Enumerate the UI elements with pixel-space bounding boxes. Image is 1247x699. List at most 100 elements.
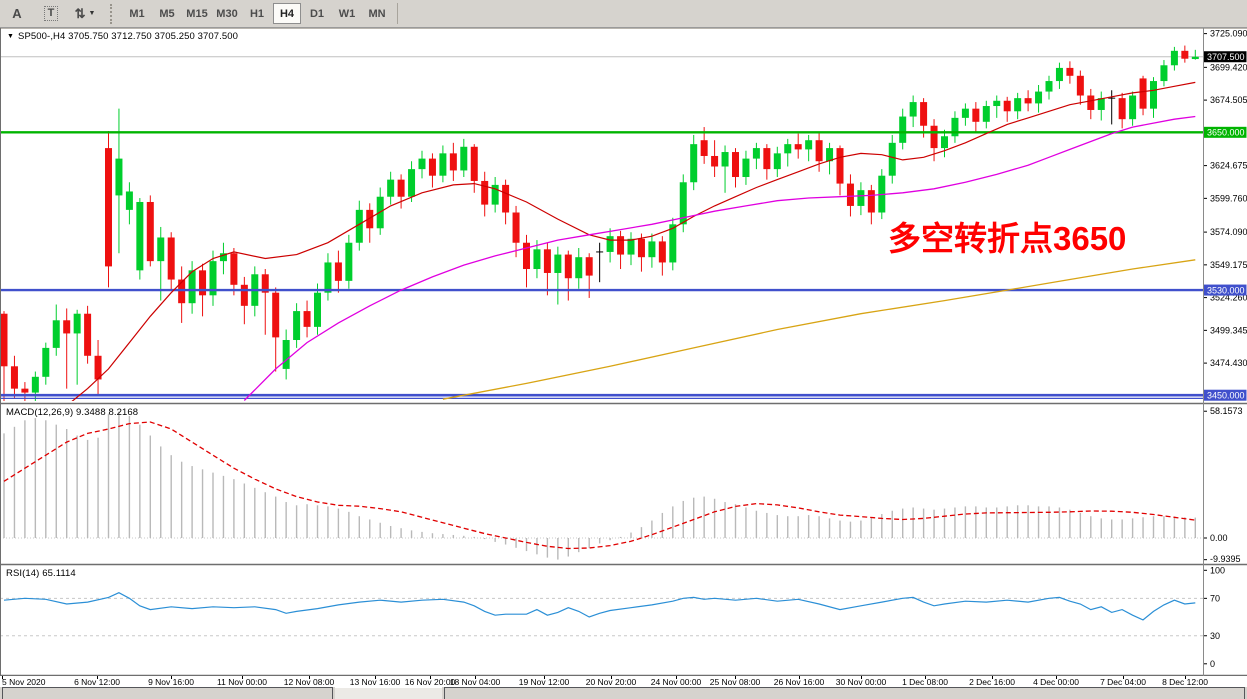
svg-text:3674.505: 3674.505 — [1210, 95, 1247, 105]
chart-tab-2[interactable] — [444, 687, 1245, 699]
symbol-ohlc-title: ▼ SP500-,H4 3705.750 3712.750 3705.250 37… — [7, 31, 238, 42]
timeframe-button-H4[interactable]: H4 — [273, 3, 301, 24]
macd-values: 9.3488 8.2168 — [76, 407, 139, 418]
time-label: 7 Dec 04:00 — [1100, 677, 1146, 687]
time-tick — [1056, 676, 1057, 679]
timeframe-button-M15[interactable]: M15 — [186, 7, 208, 20]
rsi-label: RSI(14) — [6, 568, 40, 579]
time-label: 2 Dec 16:00 — [969, 677, 1015, 687]
time-tick — [735, 676, 736, 679]
time-tick — [171, 676, 172, 679]
time-label: 9 Nov 16:00 — [148, 677, 194, 687]
macd-label: MACD(12,26,9) — [6, 407, 74, 418]
svg-text:3624.675: 3624.675 — [1210, 161, 1247, 171]
time-tick — [544, 676, 545, 679]
price-axis: 3725.090 3699.420 3674.505 3624.675 3599.760… — [1203, 29, 1247, 401]
svg-text:3530.000: 3530.000 — [1207, 285, 1245, 295]
ma-slow-orange — [442, 259, 1196, 400]
time-label: 6 Nov 12:00 — [74, 677, 120, 687]
rsi-indicator-label: RSI(14) 65.1114 — [6, 568, 76, 579]
time-label: 11 Nov 00:00 — [217, 677, 267, 687]
macd-pane — [0, 411, 1203, 560]
candles-group — [0, 45, 1199, 401]
arrows-tool-button[interactable]: ⇅ ▼ — [74, 5, 96, 21]
time-tick — [97, 676, 98, 679]
time-tick — [861, 676, 862, 679]
price-badge — [1203, 126, 1247, 138]
svg-text:3524.260: 3524.260 — [1210, 293, 1247, 303]
svg-text:3450.000: 3450.000 — [1207, 390, 1245, 400]
time-tick — [799, 676, 800, 679]
ma-mid-magenta — [243, 115, 1196, 401]
time-label: 13 Nov 16:00 — [349, 677, 401, 687]
time-label: 20 Nov 20:00 — [585, 677, 637, 687]
timeframe-button-M1[interactable]: M1 — [129, 7, 145, 20]
timeframe-button-MN[interactable]: MN — [368, 7, 386, 20]
time-label: 18 Nov 04:00 — [449, 677, 501, 687]
timeframe-button-M30[interactable]: M30 — [216, 7, 238, 20]
macd-axis: 58.1573 0.00 -9.9395 — [1203, 406, 1243, 564]
time-tick — [309, 676, 310, 679]
timeframe-button-H1[interactable]: H1 — [249, 7, 265, 20]
time-axis[interactable]: 5 Nov 2020 6 Nov 12:00 9 Nov 16:00 11 Nov 0… — [0, 676, 1247, 687]
bottom-tab-strip — [0, 687, 1247, 699]
svg-text:3499.345: 3499.345 — [1210, 325, 1247, 335]
time-tick — [1123, 676, 1124, 679]
time-label: 16 Nov 20:00 — [404, 677, 456, 687]
time-label: 30 Nov 00:00 — [835, 677, 887, 687]
macd-indicator-label: MACD(12,26,9) 9.3488 8.2168 — [6, 407, 138, 418]
timeframe-button-W1[interactable]: W1 — [338, 7, 356, 20]
main-price-pane: 多空转折点3650 — [0, 45, 1203, 401]
time-tick — [1185, 676, 1186, 679]
time-label: 5 Nov 2020 — [2, 677, 46, 687]
collapse-triangle-icon[interactable]: ▼ — [7, 33, 15, 40]
time-label: 24 Nov 00:00 — [650, 677, 702, 687]
time-tick — [430, 676, 431, 679]
time-label: 25 Nov 08:00 — [709, 677, 761, 687]
rsi-axis: 100 70 30 0 — [1203, 565, 1225, 669]
ma-fast-red — [71, 81, 1196, 401]
dropdown-caret-icon: ▼ — [88, 10, 96, 17]
time-tick — [2, 676, 3, 679]
svg-text:58.1573: 58.1573 — [1210, 406, 1243, 416]
price-badge — [1203, 389, 1247, 401]
price-badge — [1203, 284, 1247, 296]
svg-text:30: 30 — [1210, 631, 1220, 641]
time-tick — [475, 676, 476, 679]
symbol-title-text: SP500-,H4 3705.750 3712.750 3705.250 370… — [18, 31, 239, 42]
time-tick — [992, 676, 993, 679]
toolbar-separator — [397, 3, 398, 24]
timeframe-button-D1[interactable]: D1 — [309, 7, 325, 20]
time-label: 12 Nov 08:00 — [283, 677, 335, 687]
svg-text:3574.090: 3574.090 — [1210, 227, 1247, 237]
svg-text:70: 70 — [1210, 593, 1220, 603]
toolbar-grip[interactable] — [110, 3, 116, 24]
chart-tab-1[interactable] — [2, 687, 333, 699]
chart-canvas[interactable]: 多空转折点3650 3725.090 3699.420 3674.505 3624.67… — [0, 28, 1247, 676]
time-label: 26 Nov 16:00 — [773, 677, 825, 687]
annotation-text: 多空转折点3650 — [888, 220, 1126, 257]
timeframe-button-M5[interactable]: M5 — [159, 7, 175, 20]
text-tool-button[interactable]: T — [35, 4, 67, 24]
time-label: 19 Nov 12:00 — [518, 677, 570, 687]
svg-text:3699.420: 3699.420 — [1210, 62, 1247, 72]
svg-text:100: 100 — [1210, 565, 1225, 575]
time-tick — [375, 676, 376, 679]
svg-text:3707.500: 3707.500 — [1207, 52, 1245, 62]
cursor-a-button[interactable]: A — [12, 6, 22, 21]
svg-text:0: 0 — [1210, 659, 1215, 669]
time-label: 1 Dec 08:00 — [902, 677, 948, 687]
time-label: 8 Dec 12:00 — [1162, 677, 1208, 687]
svg-text:3650.000: 3650.000 — [1207, 128, 1245, 138]
pane-borders — [0, 28, 1247, 676]
toolbar: A T ⇅ ▼ M1 M5 M15 M30 H1 H4 D1 W1 MN — [0, 0, 1247, 28]
price-badge — [1203, 51, 1247, 63]
svg-text:3599.760: 3599.760 — [1210, 193, 1247, 203]
time-tick — [925, 676, 926, 679]
time-tick — [676, 676, 677, 679]
time-label: 4 Dec 00:00 — [1033, 677, 1079, 687]
svg-text:3725.090: 3725.090 — [1210, 29, 1247, 39]
chart-tab-active[interactable] — [335, 687, 442, 699]
svg-text:0.00: 0.00 — [1210, 533, 1228, 543]
